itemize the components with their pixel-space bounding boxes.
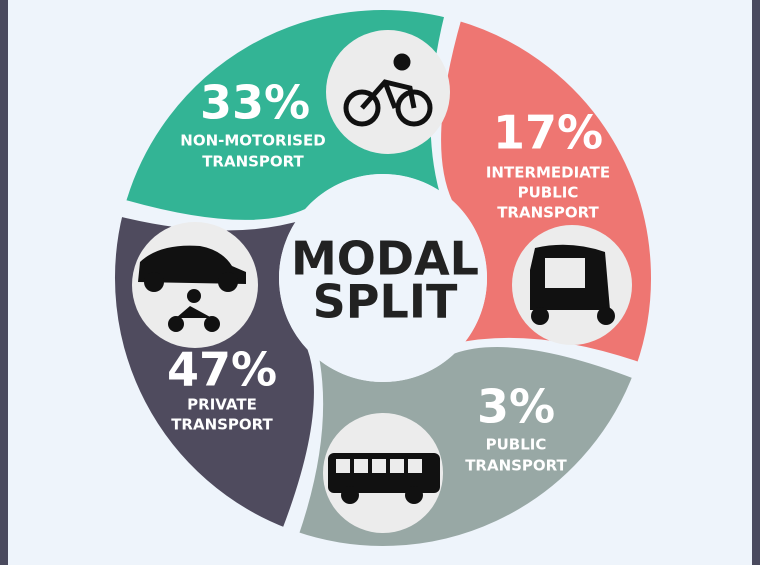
segment-label: TRANSPORT xyxy=(171,416,273,434)
bus-icon xyxy=(328,453,440,504)
title: SPLIT xyxy=(313,275,458,329)
segment-label: PUBLIC xyxy=(486,436,547,454)
segment-label: TRANSPORT xyxy=(465,457,567,475)
rickshaw-icon xyxy=(530,244,615,325)
car-motorbike-icon xyxy=(138,245,246,332)
segments xyxy=(107,2,659,554)
right-border xyxy=(752,0,760,565)
percent: 3% xyxy=(477,380,555,434)
title: MODAL xyxy=(291,232,479,286)
percent: 33% xyxy=(200,76,310,130)
segment-label: TRANSPORT xyxy=(202,153,304,171)
percent: 47% xyxy=(167,343,277,397)
center-circle xyxy=(279,174,487,382)
segment-label: TRANSPORT xyxy=(497,204,599,222)
left-border xyxy=(0,0,8,565)
segment-label: PUBLIC xyxy=(518,184,579,202)
bicycle-icon xyxy=(343,53,433,127)
segment-label: NON-MOTORISED xyxy=(180,132,325,150)
segment-label: PRIVATE xyxy=(187,396,257,414)
segment-label: INTERMEDIATE xyxy=(486,164,610,182)
percent: 17% xyxy=(493,106,603,160)
